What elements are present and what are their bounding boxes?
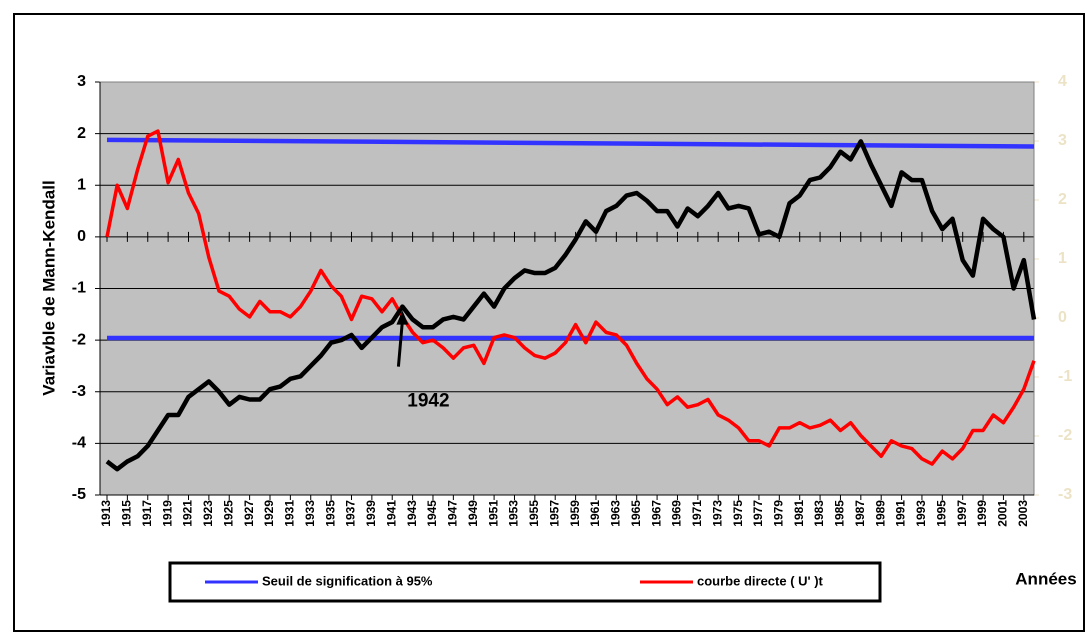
x-tick-label: 1991 — [894, 500, 908, 527]
x-tick-label: 1913 — [99, 500, 113, 527]
legend-label: courbe directe ( U' )t — [697, 573, 824, 588]
x-tick-label: 1981 — [792, 500, 806, 527]
x-tick-label: 1947 — [446, 500, 460, 527]
y-tick-label: 2 — [77, 125, 86, 142]
y-tick-label: 0 — [77, 228, 86, 245]
x-tick-label: 1985 — [833, 500, 847, 527]
x-tick-label: 1983 — [812, 500, 826, 527]
x-tick-label: 2003 — [1016, 500, 1030, 527]
annotation-arrowhead — [396, 310, 409, 325]
y2-tick-label: 2 — [1058, 191, 1067, 208]
x-tick-label: 1935 — [323, 500, 337, 527]
x-tick-label: 1961 — [588, 500, 602, 527]
x-tick-label: 1915 — [120, 500, 134, 527]
plot-area: -5 -4 -3 -2 -1 0 1 2 3 -3 -2 -1 0 1 2 3 4 1913 1915 1917 191… — [72, 73, 1073, 526]
x-tick-label: 1957 — [547, 500, 561, 527]
x-tick-label: 1973 — [710, 500, 724, 527]
x-tick-label: 1989 — [873, 500, 887, 527]
y-tick-label: 3 — [77, 73, 86, 90]
series-line — [106, 137, 1035, 149]
legend-box — [168, 561, 882, 603]
x-tick-label: 1977 — [751, 500, 765, 527]
y2-tick-label: -1 — [1058, 368, 1072, 385]
x-tick-label: 1955 — [527, 500, 541, 527]
legend: Seuil de signification à 95% courbe direc… — [168, 561, 882, 603]
y-axis-label: Variavble de Mann-Kendall — [39, 180, 58, 395]
x-tick-label: 1925 — [221, 500, 235, 527]
x-tick-label: 1959 — [568, 500, 582, 527]
x-tick-label: 1939 — [364, 500, 378, 527]
legend-label: Seuil de signification à 95% — [262, 573, 433, 588]
y2-tick-label: -3 — [1058, 486, 1072, 503]
x-tick-label: 1943 — [405, 500, 419, 527]
x-tick-label: 1979 — [772, 500, 786, 527]
x-tick-label: 1921 — [181, 500, 195, 527]
x-tick-label: 1969 — [670, 500, 684, 527]
annotation: 1942 — [407, 391, 449, 412]
x-tick-label: 1919 — [160, 500, 174, 527]
x-tick-label: 1929 — [262, 500, 276, 527]
x-tick-label: 1923 — [201, 500, 215, 527]
x-tick-label: 1997 — [955, 500, 969, 527]
x-tick-label: 1953 — [507, 500, 521, 527]
y2-tick-label: -2 — [1058, 427, 1072, 444]
y-tick-label: -5 — [72, 486, 86, 503]
series-line — [105, 139, 1037, 472]
y-tick-label: 1 — [77, 176, 86, 193]
y2-tick-label: 1 — [1058, 250, 1067, 267]
x-tick-label: 1945 — [425, 500, 439, 527]
x-tick-label: 1963 — [609, 500, 623, 527]
x-tick-label: 1995 — [934, 500, 948, 527]
y-tick-label: -1 — [72, 280, 86, 297]
x-tick-label: 2001 — [996, 500, 1010, 527]
x-tick-label: 1965 — [629, 500, 643, 527]
x-tick-label: 1967 — [649, 500, 663, 527]
x-tick-label: 1917 — [140, 500, 154, 527]
y2-tick-label: 4 — [1058, 73, 1067, 90]
y-tick-label: -2 — [72, 331, 86, 348]
x-tick-label: 1949 — [466, 500, 480, 527]
x-tick-label: 1975 — [731, 500, 745, 527]
x-tick-label: 1987 — [853, 500, 867, 527]
x-tick-label: 1927 — [242, 500, 256, 527]
x-tick-label: 1937 — [344, 500, 358, 527]
y2-tick-label: 3 — [1058, 132, 1067, 149]
x-tick-label: 1941 — [384, 500, 398, 527]
x-tick-label: 1999 — [975, 500, 989, 527]
x-axis-label: Années — [1015, 569, 1076, 588]
y-tick-label: -4 — [72, 435, 86, 452]
y-tick-label: -3 — [72, 383, 86, 400]
annotation-arrow — [396, 320, 404, 367]
series-line — [105, 129, 1036, 466]
x-tick-label: 1931 — [283, 500, 297, 527]
y2-tick-label: 0 — [1058, 309, 1067, 326]
x-tick-label: 1933 — [303, 500, 317, 527]
x-tick-label: 1951 — [486, 500, 500, 527]
x-tick-label: 1993 — [914, 500, 928, 527]
x-tick-label: 1971 — [690, 500, 704, 527]
